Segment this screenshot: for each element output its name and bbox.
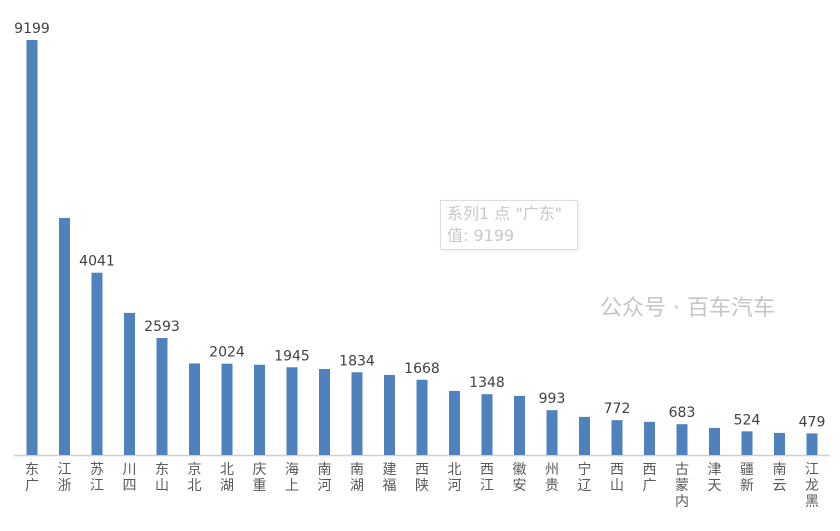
bar-5[interactable] — [189, 363, 200, 455]
bar-7[interactable] — [254, 364, 265, 455]
data-label: 524 — [734, 412, 761, 428]
data-label: 2593 — [144, 319, 180, 335]
x-tick-label: 陕西 — [415, 462, 429, 494]
data-label: 772 — [604, 401, 631, 417]
data-label: 1834 — [339, 353, 375, 369]
x-tick-label: 内蒙古 — [675, 462, 689, 510]
bar-4[interactable] — [156, 338, 168, 455]
x-tick-label: 湖南 — [350, 462, 364, 494]
bar-0[interactable] — [26, 40, 38, 455]
x-tick-label: 天津 — [707, 462, 722, 494]
data-label: 1348 — [469, 375, 505, 391]
bar-8[interactable] — [286, 367, 298, 455]
bar-6[interactable] — [221, 363, 233, 455]
x-tick-label: 四川 — [122, 462, 137, 494]
x-tick-label: 辽宁 — [577, 462, 592, 494]
bar-18[interactable] — [611, 420, 623, 455]
bar-23[interactable] — [774, 432, 785, 455]
data-label: 479 — [799, 414, 826, 430]
data-label: 1945 — [274, 348, 310, 364]
data-label: 683 — [669, 405, 696, 421]
data-label: 9199 — [14, 21, 50, 37]
data-label: 2024 — [209, 345, 245, 361]
data-label: 993 — [539, 391, 566, 407]
tooltip-value: 值: 9199 — [447, 226, 515, 245]
bar-16[interactable] — [546, 410, 558, 455]
x-tick-label: 山西 — [610, 462, 624, 494]
bar-1[interactable] — [59, 217, 70, 455]
tooltip-series-point: 系列1 点 "广东" — [447, 204, 563, 223]
x-tick-label: 浙江 — [57, 462, 72, 494]
bar-13[interactable] — [449, 390, 460, 455]
x-tick-label: 云南 — [772, 462, 787, 494]
x-tick-label: 新疆 — [740, 462, 754, 494]
x-tick-label: 河南 — [317, 462, 332, 494]
bar-21[interactable] — [709, 427, 720, 455]
x-tick-label: 福建 — [382, 462, 397, 494]
x-tick-label: 广东 — [25, 462, 39, 494]
x-tick-label: 贵州 — [545, 462, 559, 494]
x-tick-label: 黑龙江 — [805, 462, 819, 510]
x-tick-label: 河北 — [447, 462, 462, 494]
x-tick-label: 江西 — [480, 462, 494, 494]
bar-15[interactable] — [514, 395, 525, 455]
bar-2[interactable] — [91, 272, 103, 455]
x-tick-label: 北京 — [187, 462, 202, 494]
bar-9[interactable] — [319, 368, 330, 455]
data-label: 1668 — [404, 361, 440, 377]
x-tick-label: 江苏 — [90, 462, 104, 494]
bar-22[interactable] — [741, 431, 753, 455]
bar-20[interactable] — [676, 424, 688, 455]
bar-12[interactable] — [416, 379, 428, 455]
x-tick-label: 湖北 — [220, 462, 234, 494]
x-tick-label: 安徽 — [512, 462, 527, 494]
bar-10[interactable] — [351, 372, 363, 455]
data-label: 4041 — [79, 254, 115, 270]
bar-24[interactable] — [806, 433, 818, 455]
bar-3[interactable] — [124, 312, 135, 455]
bar-11[interactable] — [384, 374, 395, 455]
x-tick-label: 广西 — [642, 462, 657, 494]
bar-17[interactable] — [579, 416, 590, 455]
x-tick-label: 上海 — [285, 462, 299, 494]
x-tick-label: 山东 — [155, 462, 169, 494]
bar-19[interactable] — [644, 421, 655, 455]
bar-14[interactable] — [481, 394, 493, 455]
x-tick-label: 重庆 — [252, 462, 267, 494]
watermark: 公众号 · 百车汽车 — [600, 296, 775, 321]
chart-tooltip: 系列1 点 "广东" 值: 9199 — [440, 200, 578, 250]
